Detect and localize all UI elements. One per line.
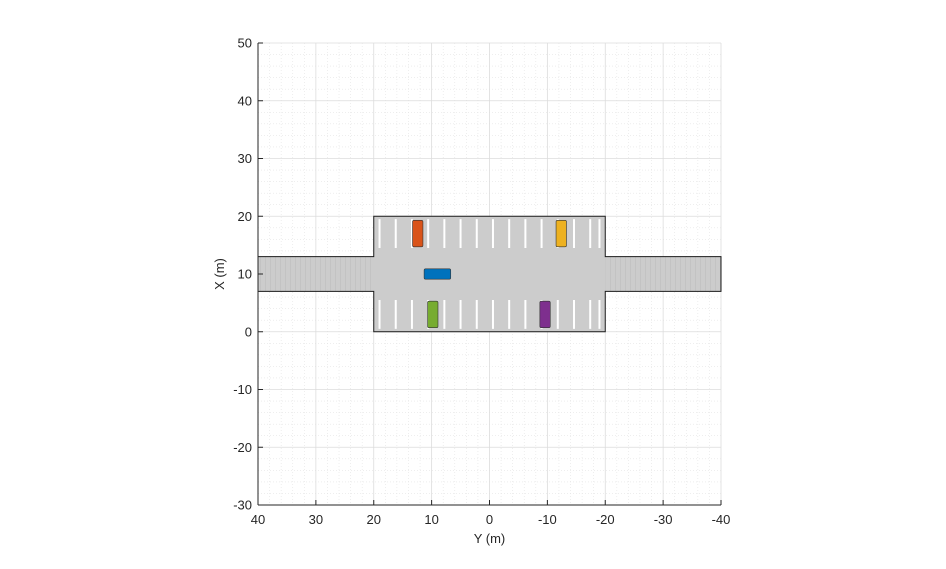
axes <box>257 42 722 506</box>
parking-lot <box>257 215 722 333</box>
x-tick-labels: 40 30 20 10 0 -10 -20 -30 -40 <box>251 512 731 527</box>
y-tick-label: 0 <box>245 324 252 339</box>
y-tick-label: 20 <box>238 209 252 224</box>
lot-outline <box>257 215 722 333</box>
y-tick-label: -30 <box>233 498 252 513</box>
vehicles <box>412 219 567 329</box>
y-tick-label: 10 <box>238 267 252 282</box>
y-tick-label: 30 <box>238 151 252 166</box>
x-tick-label: -10 <box>538 512 557 527</box>
vehicle-parked-3 <box>427 300 439 329</box>
x-tick-label: 0 <box>486 512 493 527</box>
x-tick-label: 30 <box>309 512 323 527</box>
vehicle-ego <box>423 268 452 280</box>
x-tick-label: -30 <box>654 512 673 527</box>
x-tick-label: 20 <box>367 512 381 527</box>
vehicle-parked-2 <box>555 219 567 248</box>
road-segment-hatch <box>258 256 374 292</box>
road-segment-hatch <box>605 256 721 292</box>
x-tick-label: -20 <box>596 512 615 527</box>
y-tick-label: 50 <box>238 36 252 51</box>
x-axis-label: Y (m) <box>474 531 506 546</box>
y-axis-label: X (m) <box>212 258 227 290</box>
parking-stripes <box>378 219 601 329</box>
x-tick-label: 40 <box>251 512 265 527</box>
y-tick-label: -20 <box>233 440 252 455</box>
y-tick-label: 40 <box>238 93 252 108</box>
vehicle-parked-4 <box>539 300 551 329</box>
vehicle-parked-1 <box>412 219 424 248</box>
x-tick-label: -40 <box>712 512 731 527</box>
y-tick-labels: 50 40 30 20 10 0 -10 -20 -30 <box>233 36 252 513</box>
y-tick-label: -10 <box>233 382 252 397</box>
x-tick-label: 10 <box>424 512 438 527</box>
